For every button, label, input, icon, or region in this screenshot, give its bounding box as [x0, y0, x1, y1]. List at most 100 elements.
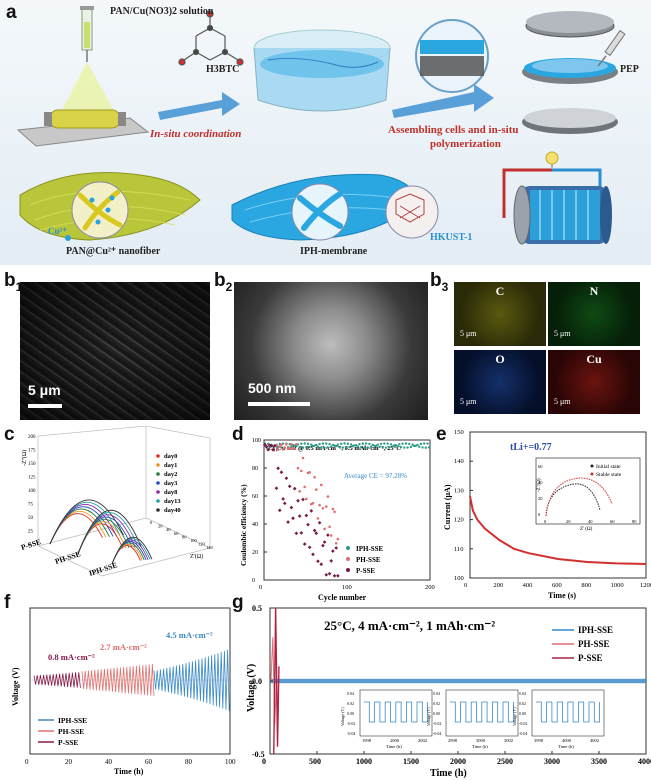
- d-point-iph: [363, 446, 366, 449]
- g-legend-label: PH-SSE: [578, 639, 610, 649]
- d-point-ph: [324, 505, 328, 508]
- e-inset-xtick: 0: [544, 519, 547, 524]
- g-inset-xtick: 2000: [390, 738, 400, 743]
- g-inset: 2998 3000 3002 0.04 0.02 0.00 -0.02 -0.04 Time (…: [426, 689, 519, 749]
- d-ytick: 20: [252, 550, 258, 556]
- d-point-iph: [396, 445, 399, 448]
- g-inset-ytick: -0.04: [347, 731, 355, 736]
- d-point-ph: [298, 490, 301, 493]
- edx-scale-cu: 5 μm: [554, 397, 571, 406]
- c-legend-marker: [156, 454, 160, 458]
- g-inset-ytick: -0.02: [347, 721, 355, 726]
- d-point-iph: [341, 446, 345, 449]
- d-point-iph: [315, 443, 318, 447]
- g-xtick: 2500: [497, 757, 513, 766]
- c-xtick: 20: [158, 524, 163, 529]
- g-xlabel: Time (h): [430, 768, 467, 779]
- d-point-p: [291, 516, 295, 521]
- d-legend-marker: [346, 546, 350, 550]
- panel-label-b2: b2: [214, 270, 233, 294]
- d-point-iph: [399, 446, 403, 449]
- g-inset-ytick: 0.00: [347, 711, 354, 716]
- d-point-ph: [316, 517, 320, 520]
- edx-label-n: N: [589, 284, 599, 298]
- c-xtick: 40: [166, 527, 171, 532]
- d-point-p: [296, 498, 300, 503]
- d-ylabel: Coulombic efficiency (%): [239, 484, 248, 566]
- d-point-p: [314, 531, 319, 536]
- cu-ion-label: Cu²⁺: [48, 226, 67, 236]
- d-point-iph: [290, 445, 293, 448]
- d-point-ph: [313, 475, 316, 479]
- d-point-ph: [276, 448, 280, 451]
- c-legend-marker: [156, 508, 160, 512]
- collector-roller-icon: [16, 109, 150, 147]
- c-ytick: 0: [28, 543, 31, 548]
- panel-label-g: g: [232, 592, 244, 613]
- d-point-p: [321, 543, 325, 548]
- d-point-ph: [314, 488, 318, 491]
- edx-map-n: N 5 μm: [548, 282, 640, 346]
- d-point-ph: [334, 541, 338, 545]
- d-point-iph: [366, 446, 369, 449]
- d-point-p: [317, 520, 322, 525]
- e-ytick: 130: [454, 487, 464, 494]
- g-inset-xtick: 2998: [448, 738, 458, 743]
- d-point-iph: [418, 445, 421, 448]
- e-xtick: 200: [493, 582, 503, 589]
- d-point-p: [309, 509, 314, 513]
- d-point-iph: [335, 444, 338, 448]
- d-point-iph: [303, 442, 306, 445]
- panel-a: a: [0, 0, 651, 265]
- c-legend-label: day1: [164, 462, 177, 469]
- f-plot-frame: [29, 607, 231, 755]
- d-point-iph: [336, 443, 340, 446]
- d-point-iph: [389, 443, 393, 446]
- d-point-iph: [344, 446, 348, 449]
- panel-label-b3: b3: [430, 270, 449, 294]
- d-point-iph: [301, 446, 305, 449]
- g-legend-label: P-SSE: [578, 653, 603, 663]
- f-legend-label: P-SSE: [58, 738, 78, 747]
- e-inset-stable-arc: [545, 477, 613, 517]
- c-nyquist-arc: [111, 536, 153, 565]
- g-inset-xtick: 1998: [362, 738, 372, 743]
- d-point-ph: [311, 501, 315, 505]
- d-point-iph: [383, 442, 386, 445]
- step2-label-line1: Assembling cells and in-situ: [388, 124, 519, 136]
- d-point-iph: [295, 445, 298, 448]
- d-point-iph: [416, 443, 419, 447]
- d-point-iph: [376, 443, 379, 446]
- d-annotation: Average CE = 97.28%: [344, 472, 407, 480]
- d-point-p: [322, 540, 327, 544]
- step1-label: In-situ coordination: [150, 128, 242, 140]
- edx-map-o: O 5 μm: [454, 350, 546, 414]
- c-xtick: 60: [174, 531, 179, 536]
- e-ytick: 140: [454, 458, 464, 465]
- d-point-iph: [374, 444, 378, 448]
- edx-scale-o: 5 μm: [460, 397, 477, 406]
- e-xtick: 1200: [640, 582, 651, 589]
- g-inset-ylabel: Voltage (V): [426, 707, 431, 726]
- nanofiber-label: PAN@Cu²⁺ nanofiber: [66, 246, 161, 257]
- d-point-ph: [321, 506, 325, 510]
- d-point-iph: [381, 446, 384, 449]
- d-point-p: [324, 572, 329, 577]
- syringe-icon: [58, 6, 118, 118]
- d-legend-label: IPH-SSE: [356, 545, 384, 553]
- f-rate-label: 0.8 mA·cm⁻²: [48, 652, 95, 662]
- d-point-p: [299, 531, 304, 535]
- e-xtick: 600: [552, 582, 562, 589]
- g-xtick: 500: [309, 757, 321, 766]
- g-inset-ylabel: Voltage (V): [340, 707, 345, 726]
- panel-label-b1: b1: [4, 270, 23, 294]
- d-point-ph: [323, 527, 326, 531]
- c-category-label: P-SSE: [20, 537, 42, 552]
- edx-label-c: C: [495, 284, 505, 298]
- c-nyquist-arc: [77, 509, 142, 555]
- battery-cell-icon: [502, 151, 612, 245]
- d-point-iph: [349, 443, 353, 446]
- hkust-zoom-circle: [385, 185, 439, 239]
- g-inset-ytick: -0.02: [433, 721, 441, 726]
